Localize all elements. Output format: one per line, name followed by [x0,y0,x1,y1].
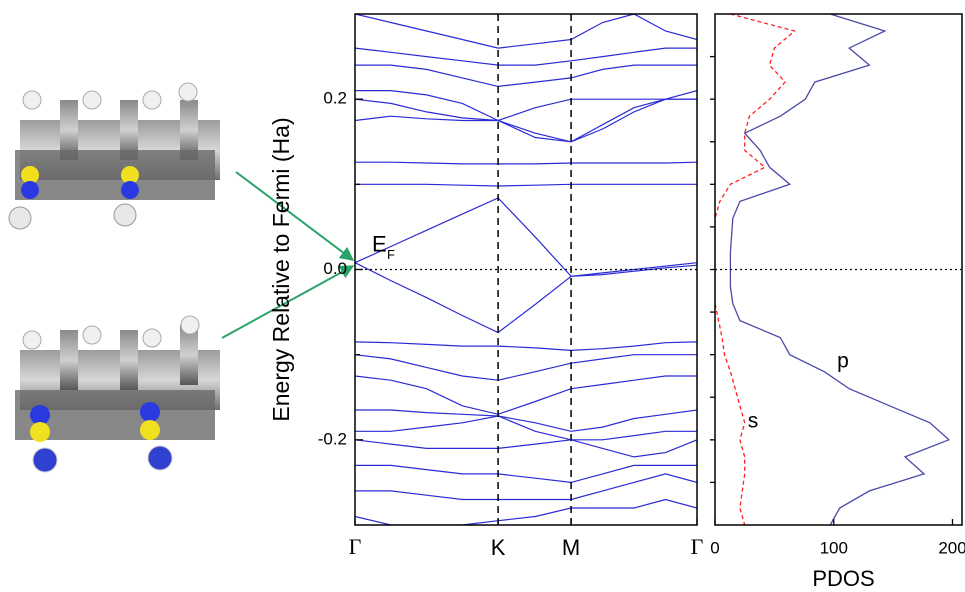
y-axis-label: Energy Relative to Fermi (Ha) [268,117,294,421]
x-tick-label: 100 [820,538,848,557]
structure-top [9,83,220,229]
y-tick-label: 0.0 [323,259,347,278]
band [355,162,697,164]
band [355,184,697,186]
x-tick-label: Γ [349,534,362,559]
figure: Γ K M Γ -0.2 0.0 0.2 Energy Relative to Fermi (… [0,0,965,592]
x-tick-label: 0 [710,538,719,557]
x-tick-label: 200 [938,538,965,557]
fermi-subscript: F [387,247,395,262]
band [355,416,697,440]
band [355,263,697,333]
band [355,198,697,276]
plot-frame [715,14,962,525]
band [355,440,697,457]
band [355,48,697,65]
curve-label: s [748,410,759,433]
structure-bottom [15,316,220,472]
x-tick-label: M [562,535,580,560]
band [355,14,697,48]
band [355,342,697,351]
band [355,355,697,381]
band [355,99,697,142]
arrow [236,172,353,260]
y-tick-label: 0.2 [323,89,347,108]
band [355,99,697,120]
band [355,376,697,414]
y-tick-label: -0.2 [318,429,347,448]
curve-label: p [837,350,849,373]
band [355,65,697,86]
band [355,500,697,526]
band [355,91,697,142]
fermi-label: E [372,231,387,256]
band [355,474,697,500]
x-tick-label: Γ [691,534,704,559]
x-tick-label: K [491,535,506,560]
x-axis-label: PDOS [812,566,874,591]
